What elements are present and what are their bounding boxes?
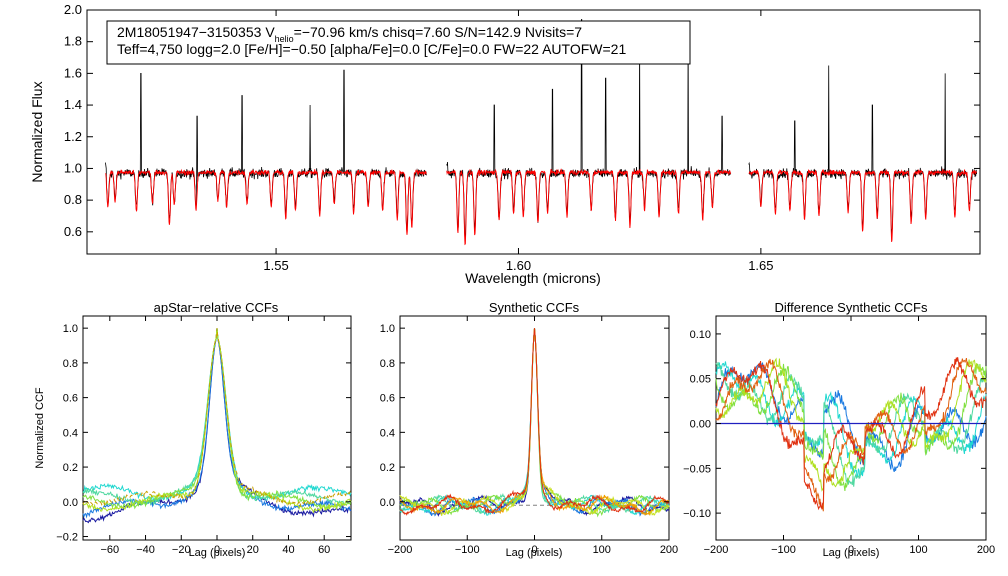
apstar-ccf-xlabel: Lag (pixels): [189, 547, 246, 559]
synthetic-ccf-line: [399, 328, 670, 517]
x-tick-label: 200: [977, 544, 995, 556]
x-tick-label: 0: [848, 544, 854, 556]
synthetic-ccf-line: [399, 328, 670, 515]
x-tick-label: 100: [909, 544, 927, 556]
x-tick-label: 60: [318, 544, 330, 556]
y-tick-label: 0.6: [64, 224, 82, 239]
y-tick-label: 0.6: [63, 393, 78, 405]
info-line-2: Teff=4,750 logg=2.0 [Fe/H]=−0.50 [alpha/…: [117, 41, 626, 57]
spectrum-plot-frame: [86, 9, 981, 255]
x-tick-label: −60: [100, 544, 119, 556]
synthetic-ccf-line: [399, 328, 670, 516]
chisq-value: chisq=7.60: [382, 24, 450, 40]
synthetic-ccf-line: [399, 328, 670, 516]
y-tick-label: 0.4: [63, 427, 78, 439]
x-tick-label: 100: [593, 544, 611, 556]
x-tick-label: 0: [531, 544, 537, 556]
y-tick-label: 1.0: [64, 160, 82, 175]
y-tick-label: 2.0: [64, 2, 82, 17]
x-tick-label: 0: [214, 544, 220, 556]
info-box: [106, 20, 691, 65]
x-tick-label: 1.60: [506, 258, 531, 273]
y-tick-label: 0.0: [380, 497, 395, 509]
x-tick-label: −20: [172, 544, 191, 556]
snr-value: S/N=142.9: [454, 24, 521, 40]
synthetic-spectrum-line: [105, 168, 977, 246]
vhelio-subscript: helio: [275, 34, 294, 44]
apstar-ccf-ticks: −60 −40 −20 0 20 40 60 −0.2 0.0 0.2 0.4 0.6 0.8 1.0: [56, 316, 351, 556]
spectrum-ylabel: Normalized Flux: [29, 81, 45, 182]
difference-ccf-line: [715, 361, 987, 487]
y-tick-label: 1.2: [64, 129, 82, 144]
synthetic-ccf-xlabel: Lag (pixels): [506, 547, 563, 559]
difference-ccf-marks: [715, 357, 987, 512]
x-tick-label: −200: [704, 544, 729, 556]
vhelio-value: =−70.96 km/s: [294, 24, 379, 40]
apstar-ccf-line: [82, 328, 352, 514]
vhelio-symbol: V: [265, 24, 275, 40]
y-tick-label: 0.8: [64, 192, 82, 207]
y-tick-label: −0.10: [683, 508, 711, 520]
difference-ccf-line: [715, 357, 987, 492]
spectrum-xlabel: Wavelength (microns): [465, 270, 601, 286]
y-tick-label: 0.2: [63, 462, 78, 474]
y-tick-label: 1.6: [64, 65, 82, 80]
synthetic-ccf-line: [399, 328, 670, 518]
x-tick-label: 1.65: [748, 258, 773, 273]
x-tick-label: −40: [136, 544, 155, 556]
y-tick-label: 0.8: [63, 358, 78, 370]
difference-ccf-title: Difference Synthetic CCFs: [775, 300, 928, 315]
synthetic-ccf-line: [399, 328, 670, 517]
spectrum-panel: 1.55 1.60 1.65 0.6 0.8 1.0 1.2 1.4 1.6 1.8 2.0 2M1…: [29, 2, 981, 286]
difference-ccf-line: [715, 357, 987, 511]
apstar-ccf-line: [82, 328, 352, 503]
x-tick-label: 1.55: [263, 258, 288, 273]
difference-ccf-line: [715, 361, 987, 479]
y-tick-label: 0.05: [690, 374, 711, 386]
y-tick-label: −0.2: [56, 532, 78, 544]
y-tick-label: 1.4: [64, 97, 82, 112]
x-tick-label: −100: [455, 544, 480, 556]
y-tick-label: 0.0: [63, 497, 78, 509]
apstar-ccf-line: [82, 328, 352, 508]
star-id: 2M18051947−3150353: [117, 24, 262, 40]
x-tick-label: 20: [247, 544, 259, 556]
x-tick-label: −200: [388, 544, 413, 556]
y-tick-label: 1.0: [380, 323, 395, 335]
y-tick-label: 0.2: [380, 462, 395, 474]
difference-ccf-panel: Difference Synthetic CCFs −200 −100 0 100 20…: [683, 300, 995, 559]
apstar-ccf-title: apStar−relative CCFs: [154, 300, 279, 315]
y-tick-label: 1.8: [64, 34, 82, 49]
info-line-1: 2M18051947−3150353 Vhelio=−70.96 km/s ch…: [117, 24, 582, 44]
difference-ccf-ticks: −200 −100 0 100 200 −0.10 −0.05 0.00 0.05 0.10: [683, 316, 995, 556]
y-tick-label: 0.6: [380, 393, 395, 405]
apstar-ccf-marks: [82, 328, 352, 524]
x-tick-label: −100: [771, 544, 796, 556]
y-tick-label: 0.4: [380, 427, 395, 439]
spectrum-ticks: 1.55 1.60 1.65 0.6 0.8 1.0 1.2 1.4 1.6 1.8 2.0: [64, 2, 980, 273]
y-tick-label: 0.00: [690, 419, 711, 431]
y-tick-label: 1.0: [63, 323, 78, 335]
x-tick-label: 200: [660, 544, 678, 556]
y-tick-label: −0.05: [683, 463, 711, 475]
nvisits-value: Nvisits=7: [525, 24, 582, 40]
synthetic-ccf-line: [399, 328, 670, 516]
apstar-ccf-line: [82, 328, 352, 512]
synthetic-ccf-panel: Synthetic CCFs −200 −100 0 100 200 0.0 0.2 0.4 0…: [380, 300, 678, 559]
synthetic-ccf-marks: [399, 328, 670, 518]
apstar-ccf-line: [82, 328, 352, 507]
y-tick-label: 0.8: [380, 358, 395, 370]
x-tick-label: 40: [282, 544, 294, 556]
difference-ccf-line: [715, 357, 987, 512]
synthetic-ccf-line: [399, 328, 670, 516]
difference-ccf-xlabel: Lag (pixels): [823, 547, 880, 559]
y-tick-label: 0.10: [690, 329, 711, 341]
spectrum-marks: [105, 19, 978, 246]
synthetic-ccf-title: Synthetic CCFs: [489, 300, 580, 315]
apstar-ccf-ylabel: Normalized CCF: [34, 387, 46, 469]
difference-ccf-plot-frame: [715, 315, 987, 541]
synthetic-ccf-ticks: −200 −100 0 100 200 0.0 0.2 0.4 0.6 0.8 1.0: [380, 316, 678, 556]
apstar-ccf-panel: apStar−relative CCFs −60 −40 −20 0 20 40 60 −0.…: [34, 300, 352, 559]
